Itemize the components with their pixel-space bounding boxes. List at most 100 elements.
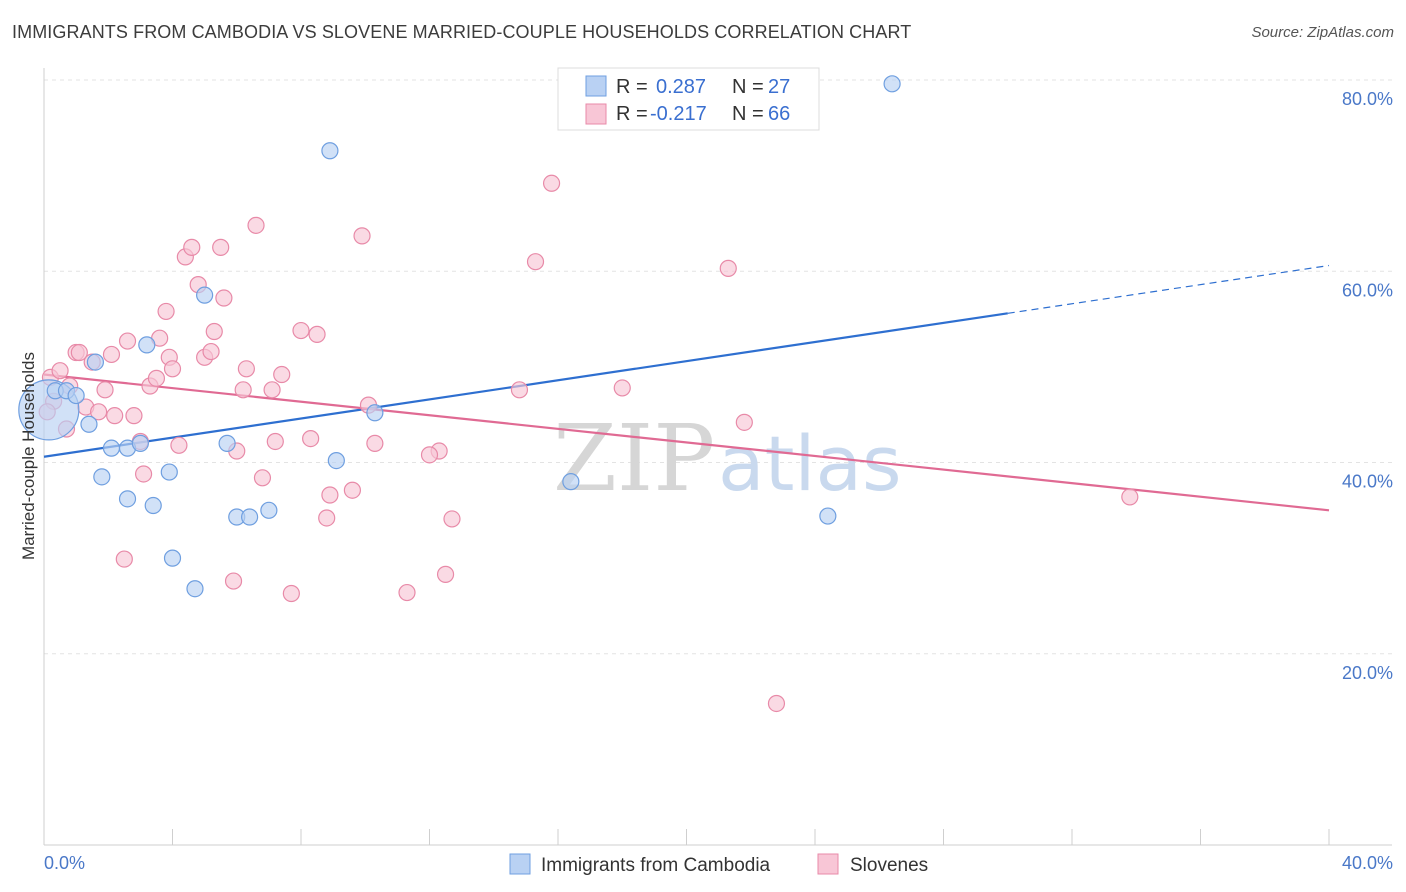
point-slovenes-45 [308,325,326,343]
point-slovenes-35 [234,381,252,399]
legend-swatch-cambodia [585,75,607,97]
trend-line-extension-0 [1007,264,1330,314]
point-cambodia-14 [163,549,182,567]
point-slovenes-42 [282,584,300,603]
watermark-atlas: atlas [718,419,902,508]
stat-r-value-cambodia: 0.287 [656,76,706,98]
x-tick-label-max: 40.0% [1342,853,1393,873]
point-slovenes-52 [398,583,416,602]
point-slovenes-48 [343,481,361,499]
y-tick-label-40: 40.0% [1342,472,1393,492]
stat-r-value-slovenes: -0.217 [650,103,707,125]
point-cambodia-3 [67,386,85,405]
point-slovenes-10 [96,381,114,399]
point-slovenes-13 [115,550,133,568]
point-slovenes-57 [510,381,529,399]
point-slovenes-23 [163,360,182,378]
point-cambodia-13 [160,463,178,481]
stat-r-label-cambodia: R = [616,76,648,98]
legend-item-slovenes[interactable]: Slovenes [850,855,928,876]
point-cambodia-23 [366,404,384,422]
legend-item-slovenes-swatch[interactable] [817,853,839,875]
point-cambodia-9 [118,490,137,508]
point-slovenes-11 [102,345,121,364]
point-slovenes-9 [90,403,108,421]
point-slovenes-62 [735,413,753,431]
point-slovenes-61 [719,259,737,277]
point-slovenes-33 [224,572,243,590]
point-cambodia-24 [562,473,580,491]
gridlines [44,79,1392,655]
point-cambodia-17 [218,434,236,452]
point-slovenes-12 [106,407,124,425]
watermark: ZIP atlas [553,405,902,512]
point-slovenes-36 [237,360,255,378]
point-slovenes-32 [215,289,233,307]
point-slovenes-14 [118,332,137,350]
point-slovenes-59 [542,174,561,192]
watermark-zip: ZIP [553,405,715,512]
stat-n-label-cambodia: N = [732,76,764,98]
y-axis-title: Married-couple Households [19,352,38,560]
point-cambodia-25 [819,507,837,525]
x-ticks [43,829,1330,845]
point-slovenes-41 [273,365,291,384]
legend-item-cambodia[interactable]: Immigrants from Cambodia [541,855,771,876]
point-cambodia-20 [260,501,278,519]
point-slovenes-40 [266,432,284,451]
point-slovenes-19 [147,369,166,387]
point-slovenes-56 [443,510,461,528]
y-tick-label-20: 20.0% [1342,663,1393,683]
chart-title: IMMIGRANTS FROM CAMBODIA VS SLOVENE MARR… [12,22,912,42]
point-slovenes-58 [526,253,545,271]
point-cambodia-11 [138,336,156,354]
point-slovenes-60 [613,379,631,397]
y-tick-label-80: 80.0% [1342,89,1393,109]
point-slovenes-21 [157,302,175,321]
stat-n-label-slovenes: N = [732,103,764,125]
stat-r-label-slovenes: R = [616,103,648,125]
point-cambodia-12 [144,496,162,515]
point-cambodia-7 [102,439,121,457]
legend-item-cambodia-swatch[interactable] [509,853,531,875]
x-tick-label-min: 0.0% [44,853,85,873]
y-tick-labels: 20.0% 40.0% 60.0% 80.0% [1342,89,1393,683]
point-slovenes-2 [51,362,69,380]
point-cambodia-19 [241,508,259,526]
point-cambodia-15 [186,580,204,598]
point-cambodia-21 [321,142,339,160]
point-slovenes-6 [70,343,88,362]
point-slovenes-17 [134,465,153,483]
point-cambodia-16 [196,286,214,304]
point-slovenes-49 [353,227,371,245]
data-points [18,75,1139,713]
point-slovenes-43 [292,321,310,340]
point-slovenes-30 [205,322,223,341]
point-slovenes-26 [183,238,201,256]
point-cambodia-22 [327,451,345,470]
point-slovenes-55 [436,565,455,583]
stat-n-value-slovenes: 66 [768,103,790,125]
series-legend: Immigrants from Cambodia Slovenes [509,853,928,876]
point-slovenes-51 [366,434,384,452]
point-cambodia-5 [86,353,105,371]
trend-line-1 [43,373,1330,512]
point-cambodia-6 [93,468,111,486]
point-slovenes-46 [318,509,336,527]
point-cambodia-26 [883,75,901,93]
point-cambodia-10 [131,434,149,452]
point-slovenes-15 [125,407,143,425]
stat-n-value-cambodia: 27 [768,76,790,98]
legend-swatch-slovenes [585,103,607,125]
point-slovenes-47 [321,486,339,504]
point-slovenes-31 [212,238,230,256]
stats-legend: R = 0.287 N = 27 R = -0.217 N = 66 [557,67,820,131]
chart-source: Source: ZipAtlas.com [1251,24,1394,41]
point-slovenes-44 [302,429,320,448]
point-cambodia-4 [80,415,98,433]
point-slovenes-24 [170,436,188,454]
point-slovenes-39 [263,381,281,399]
y-tick-label-60: 60.0% [1342,280,1393,300]
point-slovenes-29 [202,342,220,361]
